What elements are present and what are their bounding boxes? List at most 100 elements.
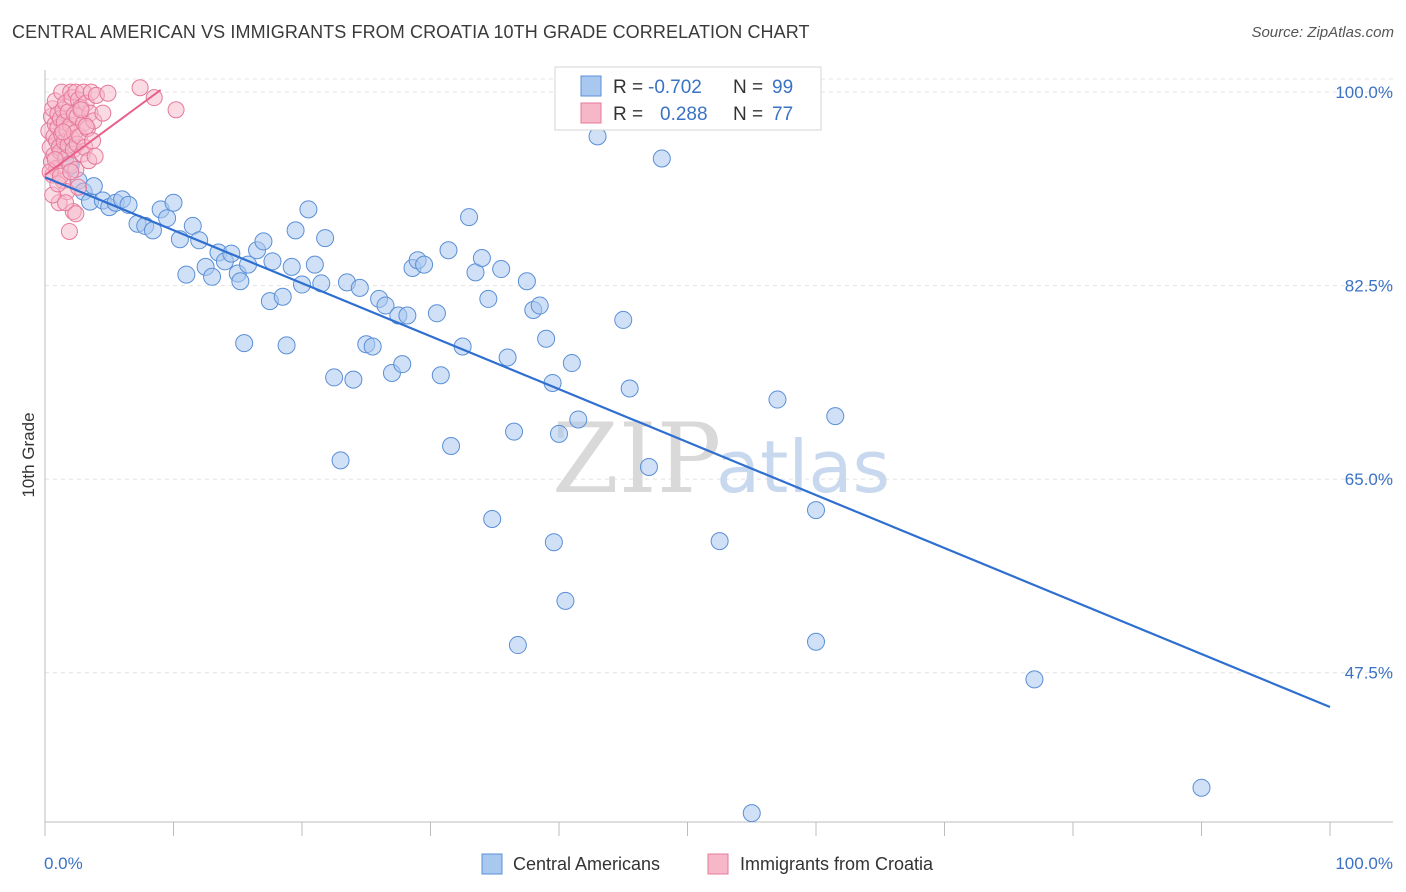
data-point-croatia: [99, 84, 117, 102]
bottom-legend: Central Americans Immigrants from Croati…: [481, 853, 934, 875]
series-central-americans: [51, 72, 1211, 823]
data-point-central-american: [305, 255, 324, 274]
data-point-croatia: [86, 147, 104, 165]
data-point-central-american: [254, 232, 273, 251]
data-point-central-american: [530, 296, 549, 315]
data-point-central-american: [620, 379, 639, 398]
data-point-central-american: [505, 422, 524, 441]
data-point-central-american: [273, 287, 292, 306]
y-tick-labels: 100.0% 82.5% 65.0% 47.5%: [1335, 83, 1393, 683]
chart-title: CENTRAL AMERICAN VS IMMIGRANTS FROM CROA…: [12, 22, 810, 42]
data-point-central-american: [316, 229, 335, 248]
legend-r-label-2: R =: [613, 104, 643, 125]
data-point-central-american: [177, 265, 196, 284]
data-point-central-american: [472, 249, 491, 267]
data-point-central-american: [282, 257, 301, 276]
data-point-central-american: [562, 354, 581, 373]
data-point-croatia: [46, 151, 64, 169]
data-point-croatia: [167, 101, 185, 119]
data-point-central-american: [492, 260, 511, 279]
data-point-croatia: [60, 222, 78, 240]
data-point-central-american: [331, 451, 350, 470]
watermark-atlas: atlas: [716, 425, 890, 509]
data-point-central-american: [544, 533, 563, 552]
data-point-croatia: [94, 104, 112, 122]
data-point-central-american: [415, 255, 434, 274]
data-point-central-american: [768, 390, 787, 409]
data-point-croatia: [54, 123, 72, 141]
data-point-central-american: [807, 632, 825, 651]
data-point-central-american: [231, 272, 250, 291]
legend-n-label-2: N =: [733, 104, 763, 125]
legend-n-value-2: 77: [772, 104, 793, 125]
data-point-croatia: [57, 194, 75, 212]
data-point-central-american: [344, 370, 363, 389]
data-point-central-american: [299, 200, 318, 219]
data-point-croatia: [67, 205, 85, 223]
data-point-central-american: [398, 306, 417, 325]
data-point-central-american: [498, 348, 517, 367]
data-point-croatia: [145, 89, 163, 107]
data-point-central-american: [614, 310, 633, 329]
data-point-central-american: [807, 501, 825, 520]
source-credit: Source: ZipAtlas.com: [1251, 24, 1394, 41]
y-axis-label: 10th Grade: [19, 412, 38, 497]
data-point-central-american: [363, 337, 382, 356]
y-tick-label: 100.0%: [1335, 83, 1393, 102]
legend-swatch-blue: [580, 75, 602, 97]
data-point-central-american: [277, 336, 296, 355]
legend-n-label-1: N =: [733, 77, 763, 98]
data-point-central-american: [550, 424, 568, 443]
data-point-central-american: [263, 252, 282, 271]
bottom-legend-swatch-pink: [707, 853, 729, 875]
data-point-central-american: [569, 410, 588, 429]
data-point-central-american: [235, 334, 254, 353]
data-point-central-american: [710, 532, 729, 551]
y-tick-label: 82.5%: [1345, 277, 1393, 296]
data-point-croatia: [77, 117, 95, 135]
data-point-central-american: [286, 221, 305, 240]
data-point-central-american: [826, 407, 845, 426]
x-tick-label-end: 100.0%: [1335, 854, 1393, 873]
stats-legend: R = -0.702 N = 99 R = 0.288 N = 77: [554, 66, 822, 131]
trend-line-central-americans: [44, 176, 1331, 709]
legend-swatch-pink: [580, 102, 602, 124]
bottom-legend-swatch-blue: [481, 853, 503, 875]
legend-r-value-1: -0.702: [648, 77, 702, 98]
data-point-central-american: [537, 329, 556, 348]
data-point-central-american: [439, 241, 458, 260]
grid-lines: [45, 78, 1393, 674]
data-point-central-american: [479, 289, 498, 308]
trend-lines: [44, 89, 1331, 709]
data-point-central-american: [483, 509, 502, 528]
data-point-central-american: [164, 193, 183, 212]
data-point-central-american: [325, 368, 344, 387]
data-point-central-american: [442, 437, 461, 455]
data-point-croatia: [131, 79, 149, 97]
data-point-central-american: [203, 267, 222, 286]
legend-r-value-2: 0.288: [660, 104, 708, 125]
data-point-central-american: [508, 636, 527, 655]
data-point-central-american: [1025, 670, 1044, 689]
legend-r-label-1: R =: [613, 77, 643, 98]
data-point-central-american: [742, 804, 761, 823]
trend-line-croatia: [44, 89, 162, 176]
data-point-central-american: [460, 208, 479, 227]
x-tick-label-start: 0.0%: [44, 854, 83, 873]
data-point-central-american: [431, 366, 450, 385]
data-point-central-american: [652, 149, 671, 168]
data-point-central-american: [556, 591, 575, 610]
legend-n-value-1: 99: [772, 77, 793, 98]
x-tick-labels: 0.0% 100.0%: [44, 854, 1393, 873]
bottom-legend-label-2: Immigrants from Croatia: [740, 854, 934, 874]
data-point-croatia: [72, 101, 90, 119]
data-point-central-american: [1192, 778, 1211, 797]
data-point-central-american: [639, 458, 658, 477]
y-tick-label: 47.5%: [1345, 664, 1393, 683]
data-point-central-american: [350, 278, 369, 297]
bottom-legend-label-1: Central Americans: [513, 854, 660, 874]
data-point-central-american: [427, 304, 446, 323]
y-tick-label: 65.0%: [1345, 470, 1393, 489]
data-point-central-american: [393, 355, 412, 374]
